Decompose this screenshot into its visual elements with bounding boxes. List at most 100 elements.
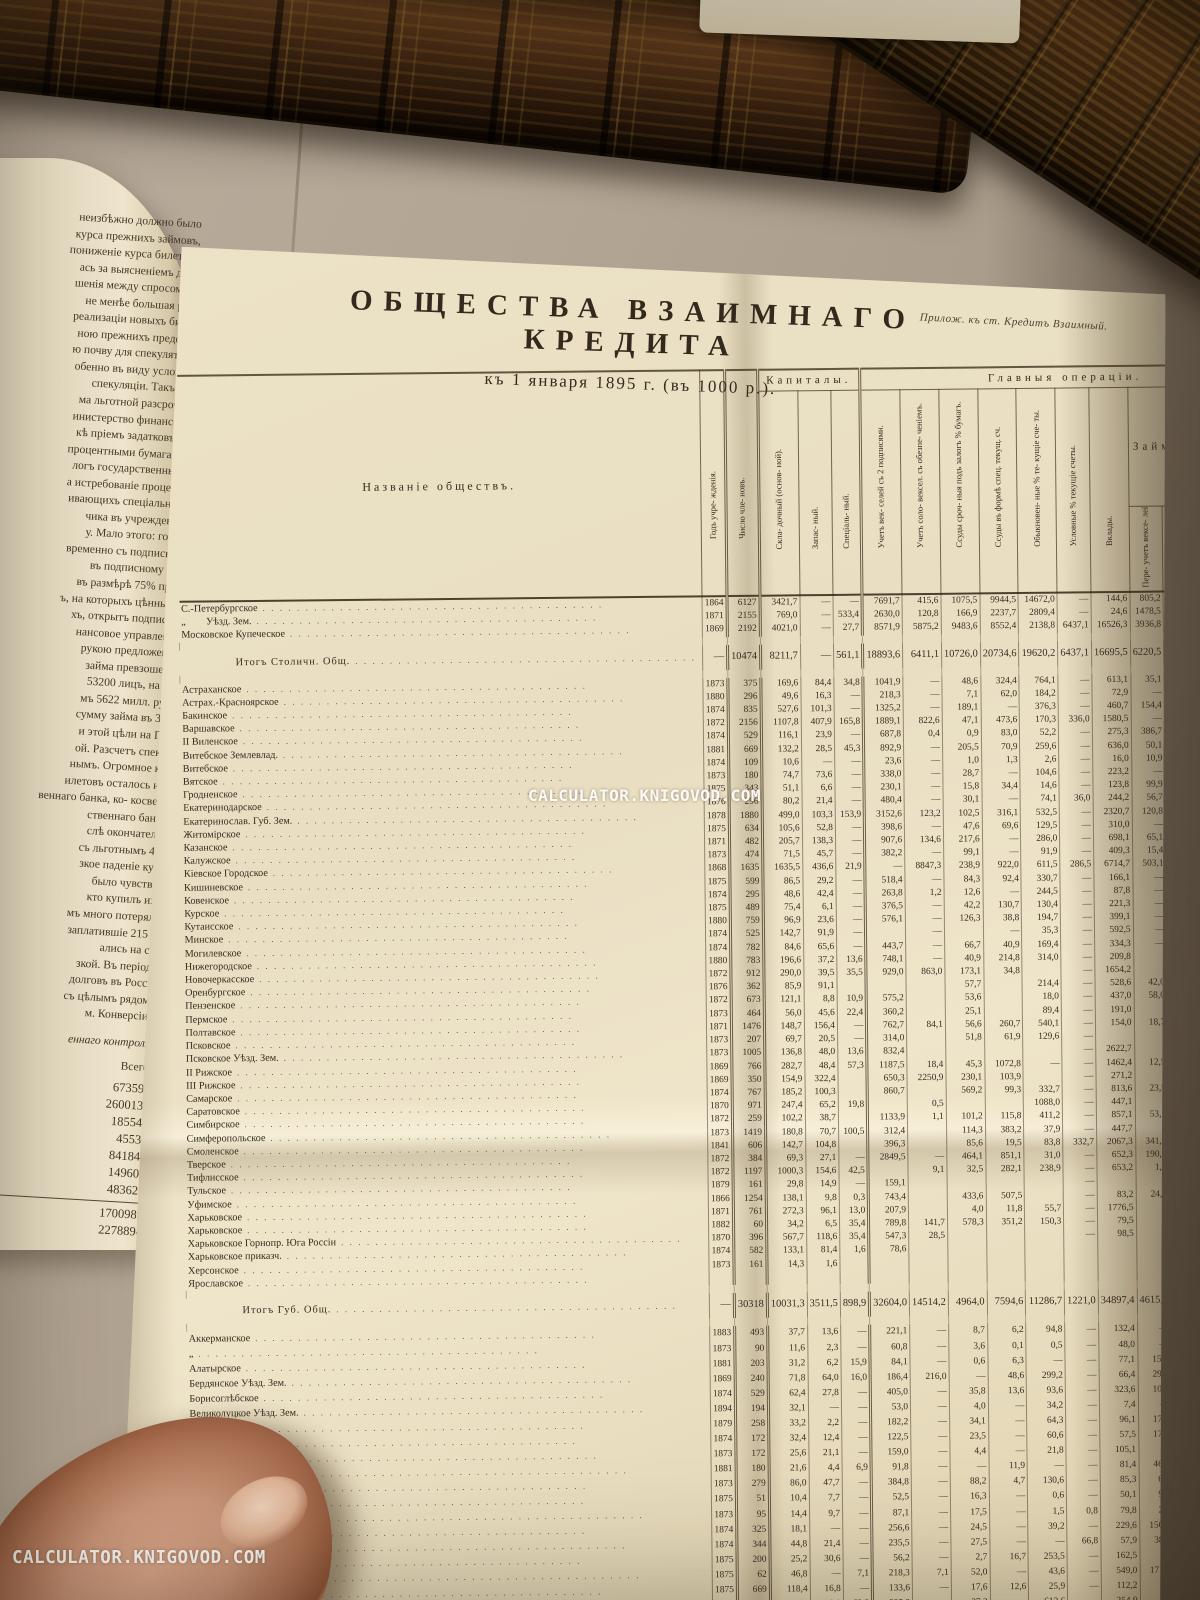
cell: — [838, 1033, 868, 1047]
cell: 857,1 [1096, 1109, 1135, 1123]
cell: 169,6 [761, 677, 801, 691]
cell: — [1060, 819, 1094, 833]
cell: 62,2 [843, 1596, 873, 1600]
cell: 1705,9 [1164, 640, 1198, 665]
cell [1170, 1267, 1200, 1281]
cell: 351,2 [986, 1216, 1025, 1230]
cell [907, 1045, 946, 1059]
cell: — [1169, 1148, 1200, 1162]
cell: 205,5 [942, 741, 981, 755]
cell [869, 1257, 909, 1271]
cell: 576,1 [866, 913, 906, 927]
cell: 1875 [705, 902, 730, 915]
col-header-op-1: Учетъ соло- вексел. съ обезпе- ченіемъ. [900, 389, 941, 594]
cell: — [1066, 1458, 1100, 1473]
cell: 532,5 [1021, 806, 1060, 820]
cell: 1041,9 [863, 676, 903, 690]
cell: 126,3 [944, 913, 983, 927]
cell: 286,0 [1021, 833, 1060, 847]
cell [1135, 1122, 1169, 1136]
cell [1135, 1069, 1169, 1083]
cell: — [904, 821, 943, 835]
cell: 16,3 [801, 690, 834, 704]
cell: — [903, 689, 942, 703]
cell: 286,5 [1060, 859, 1094, 873]
cell: 761 [733, 1205, 766, 1219]
cell: — [1133, 924, 1167, 938]
cell: 16,0 [1166, 844, 1200, 858]
cell [1167, 963, 1200, 977]
col-header-capital-0: Скла- дочный (основ- ной). [758, 391, 800, 596]
cell: 1864 [702, 596, 727, 610]
cell: 116,1 [761, 730, 801, 744]
cell: 4,7 [989, 1474, 1028, 1489]
cell: 2138,8 [1019, 620, 1058, 634]
cell: — [810, 1566, 843, 1581]
cell: 10,9 [1138, 1382, 1172, 1397]
cell: — [1061, 964, 1095, 978]
cell: 14672,0 [1018, 593, 1057, 608]
cell: 653,2 [1097, 1162, 1136, 1176]
cell: 1776,5 [1097, 1202, 1136, 1216]
cell: 336,0 [1058, 713, 1092, 727]
cell: 238,9 [944, 860, 983, 874]
cell [907, 1032, 946, 1046]
cell: 32,4 [769, 1431, 809, 1447]
cell: 669 [737, 1582, 770, 1597]
col-header-op-2: Ссуды сроч- ныя подъ залогъ % бумагъ. [939, 389, 980, 594]
cell: 783 [731, 955, 764, 969]
left-page-italic-note: еннаго контроля. [67, 1032, 154, 1051]
cell: — [904, 741, 943, 755]
cell: 2250,9 [907, 1072, 946, 1086]
cell: 218,3 [872, 1566, 912, 1582]
cell: 130,6 [1028, 1473, 1067, 1488]
cell: 1875 [712, 1492, 737, 1507]
cell: — [988, 1429, 1027, 1444]
cell: 409,3 [1093, 845, 1132, 859]
cell: 18,4 [907, 1058, 946, 1072]
cell: 4,4 [809, 1461, 842, 1476]
col-header-op-5: Условные % текущіе счеты. [1055, 388, 1091, 593]
cell: — [1165, 765, 1199, 779]
cell [947, 1177, 986, 1191]
cell: 499,0 [762, 809, 802, 823]
cell: — [906, 939, 945, 953]
cell: 396 [734, 1232, 767, 1246]
cell: 49,6 [761, 690, 801, 704]
cell: 28,5 [909, 1230, 948, 1244]
cell: 9,2 [1139, 1487, 1173, 1502]
cell: — [983, 886, 1022, 900]
cell [908, 1138, 947, 1152]
cell: 32,1 [768, 1401, 808, 1417]
cell: 0,9 [942, 728, 981, 742]
cell: 1871 [707, 1021, 732, 1034]
cell: 611,5 [1021, 859, 1060, 873]
cell: 529 [735, 1386, 768, 1401]
cell [1098, 1268, 1137, 1282]
cell: 182,2 [871, 1415, 911, 1431]
cell: 3,6 [949, 1338, 988, 1353]
cell [1168, 1082, 1200, 1096]
cell: 96,1 [806, 1205, 839, 1219]
cell: 72,9 [1092, 687, 1131, 701]
cell: 569,2 [946, 1084, 985, 1098]
cell: 46,4 [1139, 1457, 1173, 1472]
cell: — [1063, 1110, 1097, 1124]
cell: 1874 [704, 757, 729, 770]
cell: 25,6 [769, 1446, 809, 1462]
cell: 575,2 [866, 993, 906, 1007]
cell: 13,6 [807, 1325, 840, 1340]
cell: 35,9 [1167, 924, 1200, 938]
cell: 1873 [705, 849, 730, 862]
cell [1022, 965, 1061, 979]
cell: 169,4 [1022, 938, 1061, 952]
cell: 493 [735, 1326, 768, 1341]
cell: — [1068, 1579, 1102, 1594]
cell: 39,2 [1028, 1519, 1067, 1534]
cell: — [800, 609, 833, 623]
cell: 27,5 [951, 1535, 990, 1550]
cell: — [908, 1151, 947, 1165]
cell [948, 1256, 987, 1270]
cell: 822,6 [903, 715, 942, 729]
cell: 549,0 [1101, 1563, 1140, 1578]
